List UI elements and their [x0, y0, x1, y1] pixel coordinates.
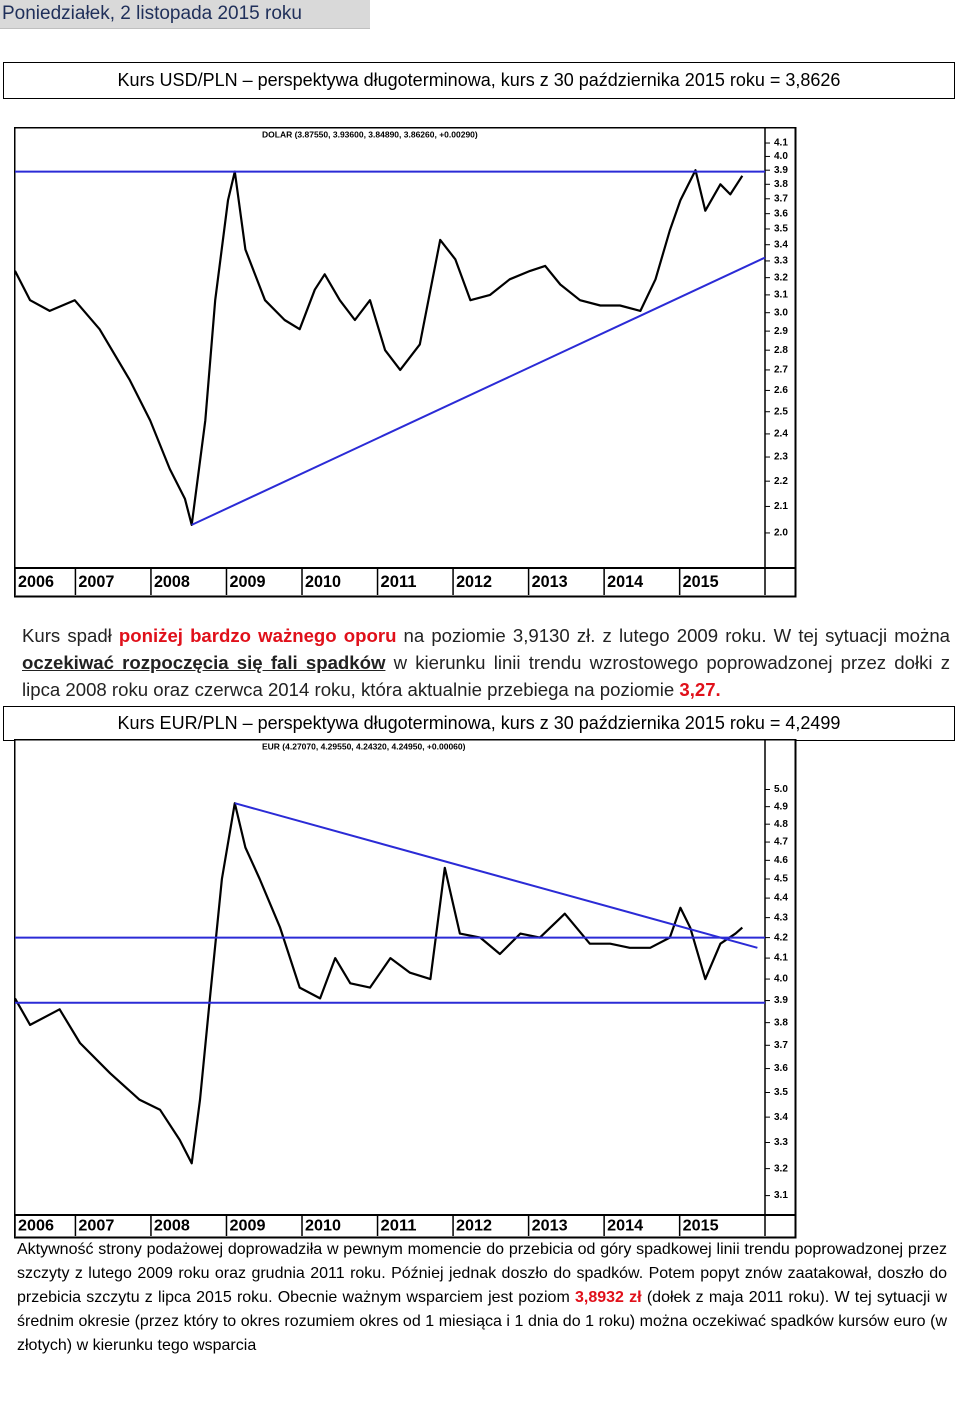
y-tick-label: 4.6 [774, 855, 788, 866]
y-tick-label: 3.5 [774, 1087, 788, 1098]
x-tick-label: 2011 [381, 1218, 417, 1235]
y-tick-label: 3.9 [774, 165, 788, 176]
y-tick-label: 3.1 [774, 290, 788, 301]
y-tick-label: 3.8 [774, 1017, 788, 1028]
x-tick-label: 2010 [305, 572, 341, 591]
y-tick-label: 4.0 [774, 974, 788, 985]
y-tick-label: 2.6 [774, 385, 788, 396]
paragraph: Kurs spadł poniżej bardzo ważnego oporu … [22, 622, 950, 703]
y-tick-label: 4.0 [774, 151, 788, 162]
x-tick-label: 2008 [154, 572, 190, 591]
y-tick-label: 2.9 [774, 326, 788, 337]
y-tick-label: 2.4 [774, 429, 788, 440]
chart: EUR (4.27070, 4.29550, 4.24320, 4.24950,… [14, 739, 797, 1239]
x-tick-label: 2006 [18, 1218, 54, 1235]
chart-title: EUR (4.27070, 4.29550, 4.24320, 4.24950,… [262, 741, 466, 751]
x-tick-label: 2012 [456, 1218, 492, 1235]
y-tick-label: 3.7 [774, 1040, 788, 1051]
y-tick-label: 4.8 [774, 819, 788, 830]
x-tick-label: 2012 [456, 572, 492, 591]
y-tick-label: 3.9 [774, 995, 788, 1006]
chart-frame [14, 739, 797, 1239]
y-tick-label: 5.0 [774, 784, 788, 795]
paragraph: Aktywność strony podażowej doprowadziła … [17, 1238, 947, 1358]
x-tick-label: 2015 [683, 1218, 719, 1235]
y-tick-label: 3.6 [774, 208, 788, 219]
y-tick-label: 4.7 [774, 837, 788, 848]
trend-line [191, 256, 766, 526]
y-tick-label: 3.1 [774, 1190, 788, 1201]
y-tick-label: 2.5 [774, 406, 788, 417]
x-tick-label: 2009 [229, 1218, 265, 1235]
text-run: 3,8932 zł [575, 1289, 642, 1306]
text-run: oczekiwać rozpoczęcia się fali spadków [22, 652, 386, 673]
text-run: poniżej bardzo ważnego oporu [118, 625, 397, 646]
y-tick-label: 4.1 [774, 138, 788, 149]
chart-caption: Kurs USD/PLN – perspektywa długoterminow… [3, 62, 955, 99]
y-tick-label: 4.4 [774, 893, 788, 904]
trend-line [234, 802, 758, 949]
y-tick-label: 2.8 [774, 345, 788, 356]
text-run: w kierunku linii trendu wzrostowego popr… [22, 652, 951, 700]
price-line [14, 802, 744, 1165]
y-tick-label: 4.9 [774, 801, 788, 812]
y-tick-label: 4.1 [774, 953, 788, 964]
y-tick-label: 2.0 [774, 528, 788, 539]
x-tick-label: 2007 [78, 572, 114, 591]
price-line [14, 169, 744, 526]
x-tick-label: 2008 [154, 1218, 190, 1235]
x-tick-label: 2007 [78, 1218, 114, 1235]
y-tick-label: 2.3 [774, 452, 788, 463]
x-tick-label: 2014 [607, 1218, 643, 1235]
y-tick-label: 4.2 [774, 932, 788, 943]
x-tick-label: 2013 [532, 572, 568, 591]
y-tick-label: 3.2 [774, 272, 788, 283]
y-tick-label: 4.5 [774, 874, 788, 885]
y-tick-label: 4.3 [774, 912, 788, 923]
y-tick-label: 3.4 [774, 239, 788, 250]
chart-title: DOLAR (3.87550, 3.93600, 3.84890, 3.8626… [262, 129, 478, 139]
y-tick-label: 3.0 [774, 307, 788, 318]
y-tick-label: 2.2 [774, 476, 788, 487]
x-tick-label: 2010 [305, 1218, 341, 1235]
x-tick-label: 2009 [229, 572, 265, 591]
x-tick-label: 2011 [381, 572, 417, 591]
y-tick-label: 3.3 [774, 256, 788, 267]
x-tick-label: 2006 [18, 572, 54, 591]
y-tick-label: 3.7 [774, 193, 788, 204]
chart: DOLAR (3.87550, 3.93600, 3.84890, 3.8626… [14, 127, 797, 598]
text-run: Aktywność strony podażowej doprowadziła … [17, 1241, 947, 1306]
x-tick-label: 2013 [532, 1218, 568, 1235]
text-run: (dołek z maja 2011 roku). W tej sytuacji… [17, 1289, 948, 1354]
chart-caption: Kurs EUR/PLN – perspektywa długoterminow… [3, 706, 955, 741]
text-run: 3,27. [679, 679, 721, 700]
y-tick-label: 3.3 [774, 1137, 788, 1148]
y-tick-label: 2.1 [774, 501, 788, 512]
text-run: na poziomie 3,9130 zł. z lutego 2009 rok… [396, 625, 951, 646]
y-tick-label: 3.5 [774, 224, 788, 235]
date-header: Poniedziałek, 2 listopada 2015 roku [0, 0, 370, 29]
x-tick-label: 2014 [607, 572, 644, 591]
text-run: Kurs spadł [22, 625, 119, 646]
y-tick-label: 3.8 [774, 179, 788, 190]
y-tick-label: 3.4 [774, 1112, 788, 1123]
x-tick-label: 2015 [683, 572, 719, 591]
y-tick-label: 3.6 [774, 1063, 788, 1074]
y-tick-label: 2.7 [774, 365, 788, 376]
y-tick-label: 3.2 [774, 1163, 788, 1174]
